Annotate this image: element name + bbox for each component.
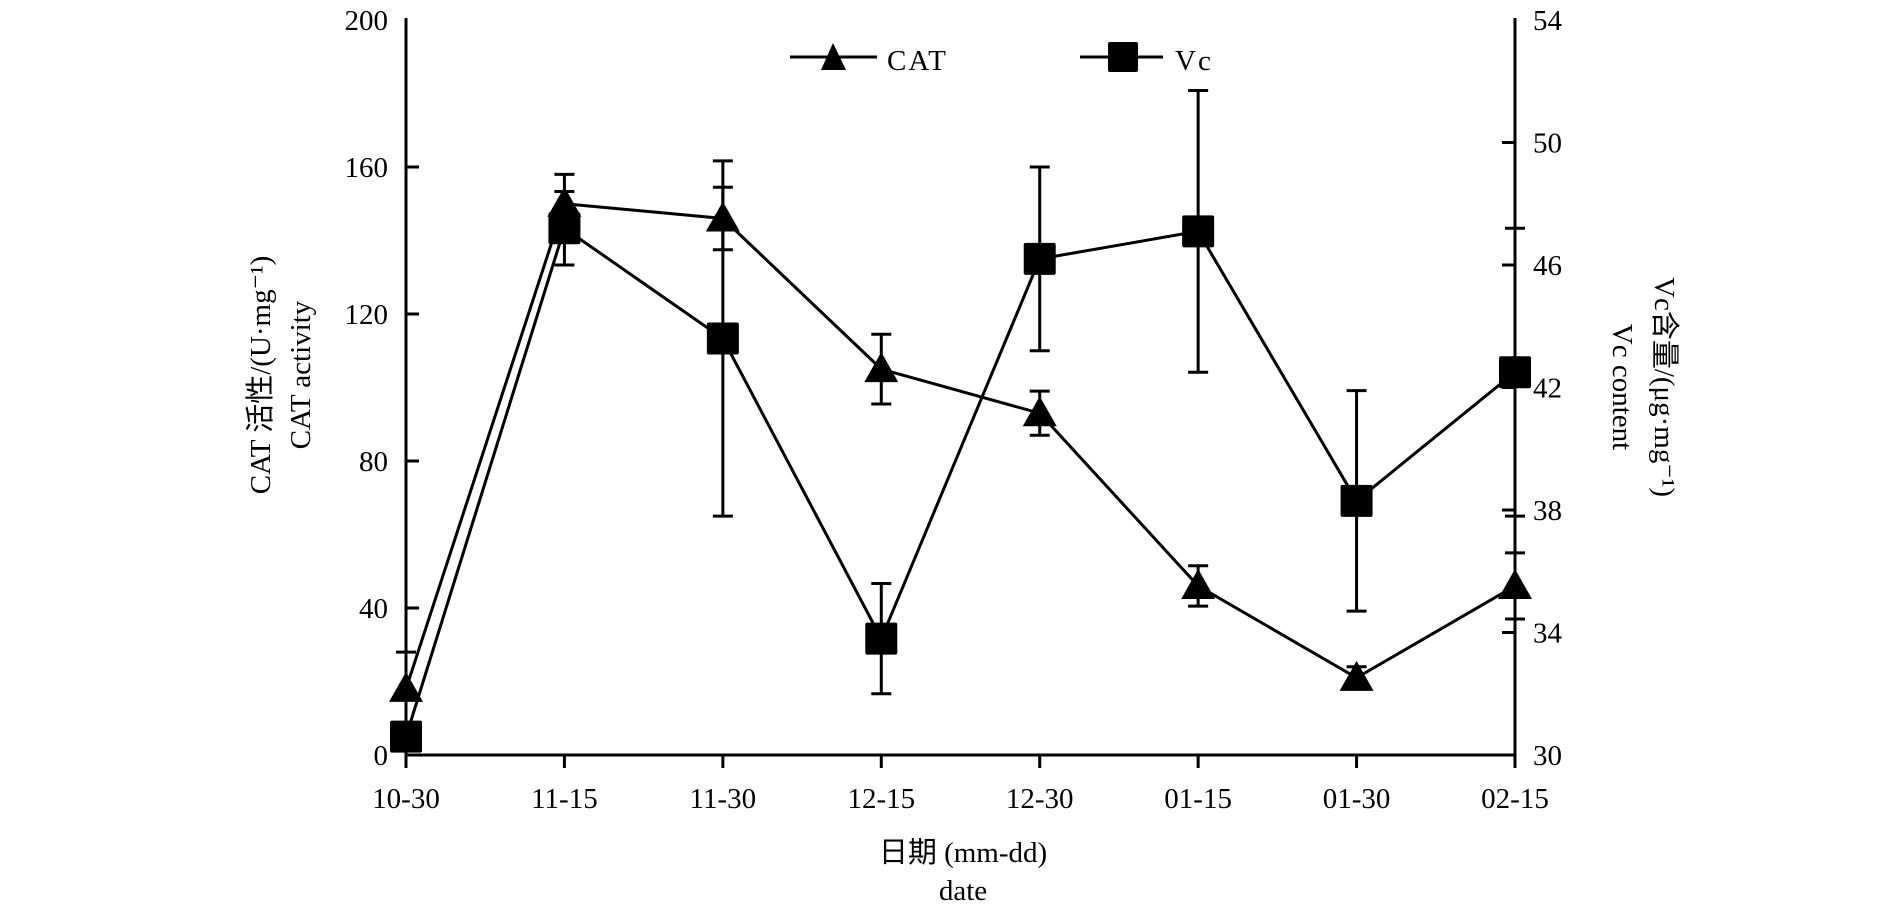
data-point-square — [1340, 484, 1373, 517]
series-line-cat — [404, 202, 1516, 690]
x-tick-label: 01-30 — [1323, 783, 1391, 815]
left-y-tick-label: 0 — [374, 740, 389, 772]
left-y-tick-label: 80 — [359, 446, 388, 478]
legend-item-vc: Vc — [1080, 42, 1213, 77]
x-tick-label: 01-15 — [1164, 783, 1232, 815]
right-y-tick-label: 54 — [1533, 5, 1563, 37]
data-point-square — [390, 720, 422, 753]
data-point-triangle — [1022, 396, 1057, 427]
data-point-triangle — [1498, 568, 1532, 599]
series-layer — [389, 88, 1532, 753]
x-ticks: 10-30 11-15 11-30 12-15 12-30 01-15 01-30 02-15 — [372, 755, 1549, 815]
left-y-ticks: 0 40 80 120 160 200 — [345, 5, 419, 772]
left-y-tick-label: 40 — [359, 593, 388, 625]
x-axis-title-cn: 日期 (mm-dd) — [879, 837, 1047, 869]
legend: CAT Vc — [790, 42, 1213, 77]
right-y-tick-label: 46 — [1533, 250, 1562, 282]
series-vc — [390, 88, 1531, 753]
right-y-tick-label: 42 — [1533, 373, 1562, 405]
legend-vc-label: Vc — [1175, 45, 1213, 77]
series-line-vc — [404, 225, 1516, 738]
data-point-triangle — [389, 671, 423, 702]
x-tick-label: 11-30 — [690, 783, 757, 815]
x-tick-label: 12-15 — [847, 783, 915, 815]
legend-item-cat: CAT — [790, 43, 948, 77]
axis-titles: CAT 活性/(U·mg⁻¹) CAT activity Vc含量/(μg·mg… — [244, 256, 1681, 907]
data-point-square — [865, 622, 898, 655]
data-point-square — [1182, 215, 1215, 248]
right-axis-title-en: Vc content — [1606, 324, 1638, 450]
right-y-tick-label: 38 — [1533, 495, 1562, 527]
right-y-tick-label: 50 — [1533, 128, 1562, 160]
legend-vc-square-icon — [1108, 42, 1138, 72]
data-point-square — [1023, 242, 1056, 275]
left-y-tick-label: 200 — [345, 5, 389, 37]
left-axis-title-cn: CAT 活性/(U·mg⁻¹) — [244, 256, 277, 495]
x-tick-label: 02-15 — [1481, 783, 1549, 815]
data-point-triangle — [864, 352, 899, 383]
right-y-tick-label: 34 — [1533, 618, 1563, 650]
legend-cat-triangle-icon — [821, 43, 846, 70]
x-tick-label: 11-15 — [531, 783, 598, 815]
axes — [404, 18, 1517, 757]
left-y-tick-label: 160 — [345, 152, 389, 184]
left-axis-title-en: CAT activity — [285, 300, 317, 449]
x-tick-label: 12-30 — [1006, 783, 1074, 815]
data-point-triangle — [1181, 568, 1216, 599]
data-point-triangle — [1339, 660, 1374, 691]
x-axis-title-en: date — [939, 875, 987, 907]
left-y-tick-label: 120 — [345, 299, 389, 331]
right-y-ticks: 30 34 38 42 46 50 54 — [1502, 5, 1563, 772]
data-point-square — [1499, 356, 1531, 389]
data-point-square — [548, 212, 581, 245]
data-point-square — [706, 322, 739, 355]
right-axis-title-cn: Vc含量/(μg·mg⁻¹) — [1648, 277, 1681, 497]
right-y-tick-label: 30 — [1533, 740, 1562, 772]
legend-cat-label: CAT — [887, 45, 948, 77]
x-tick-label: 10-30 — [372, 783, 440, 815]
